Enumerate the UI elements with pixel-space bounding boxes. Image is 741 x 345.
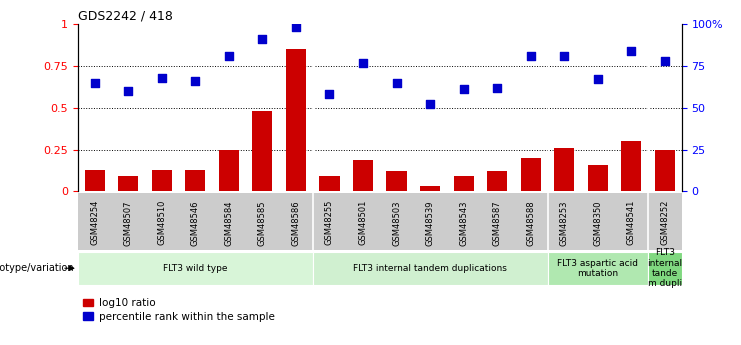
Point [525,53,536,59]
Text: GSM48588: GSM48588 [526,200,535,246]
Bar [84,170,104,191]
Bar [286,49,306,191]
Point [559,53,571,59]
Point [659,58,671,64]
Text: FLT3
internal
tande
m dupli: FLT3 internal tande m dupli [648,248,682,288]
Text: GSM48350: GSM48350 [594,200,602,246]
Bar [185,170,205,191]
Bar [648,252,682,285]
Bar [219,150,239,191]
Text: genotype/variation: genotype/variation [0,263,74,273]
Bar [655,150,675,191]
Point [189,78,201,84]
Text: GSM48586: GSM48586 [291,200,300,246]
Bar [118,176,138,191]
Text: GSM48503: GSM48503 [392,200,401,246]
Bar [453,176,473,191]
Point [592,77,604,82]
Text: GSM48501: GSM48501 [359,200,368,245]
Text: GSM48543: GSM48543 [459,200,468,246]
Point [89,80,101,86]
Point [324,92,336,97]
Bar [621,141,642,191]
Bar [252,111,273,191]
Text: GSM48255: GSM48255 [325,200,334,245]
Point [424,102,436,107]
Point [223,53,235,59]
Bar [152,170,172,191]
Text: GSM48510: GSM48510 [157,200,166,245]
Bar [313,252,548,285]
Text: FLT3 wild type: FLT3 wild type [163,264,227,273]
Text: GDS2242 / 418: GDS2242 / 418 [78,10,173,23]
Point [122,88,134,94]
Text: GSM48507: GSM48507 [124,200,133,246]
Point [256,37,268,42]
Bar [554,148,574,191]
Bar [521,158,541,191]
Text: GSM48585: GSM48585 [258,200,267,246]
Bar [78,252,313,285]
Text: FLT3 internal tandem duplications: FLT3 internal tandem duplications [353,264,507,273]
Legend: log10 ratio, percentile rank within the sample: log10 ratio, percentile rank within the … [83,298,274,322]
Bar [353,160,373,191]
Bar [319,176,339,191]
Text: GSM48546: GSM48546 [190,200,200,246]
Point [357,60,369,66]
Bar [387,171,407,191]
Text: GSM48587: GSM48587 [493,200,502,246]
Text: GSM48541: GSM48541 [627,200,636,245]
Text: GSM48539: GSM48539 [425,200,434,246]
Text: GSM48254: GSM48254 [90,200,99,245]
Point [625,48,637,54]
Bar [588,165,608,191]
Text: FLT3 aspartic acid
mutation: FLT3 aspartic acid mutation [557,258,638,278]
Bar [487,171,508,191]
Text: GSM48253: GSM48253 [559,200,569,246]
Bar [420,186,440,191]
Point [491,85,503,90]
Text: GSM48252: GSM48252 [660,200,669,245]
Point [290,25,302,30]
Text: GSM48584: GSM48584 [225,200,233,246]
Bar [548,252,648,285]
Point [156,75,167,80]
Point [391,80,402,86]
Point [458,87,470,92]
